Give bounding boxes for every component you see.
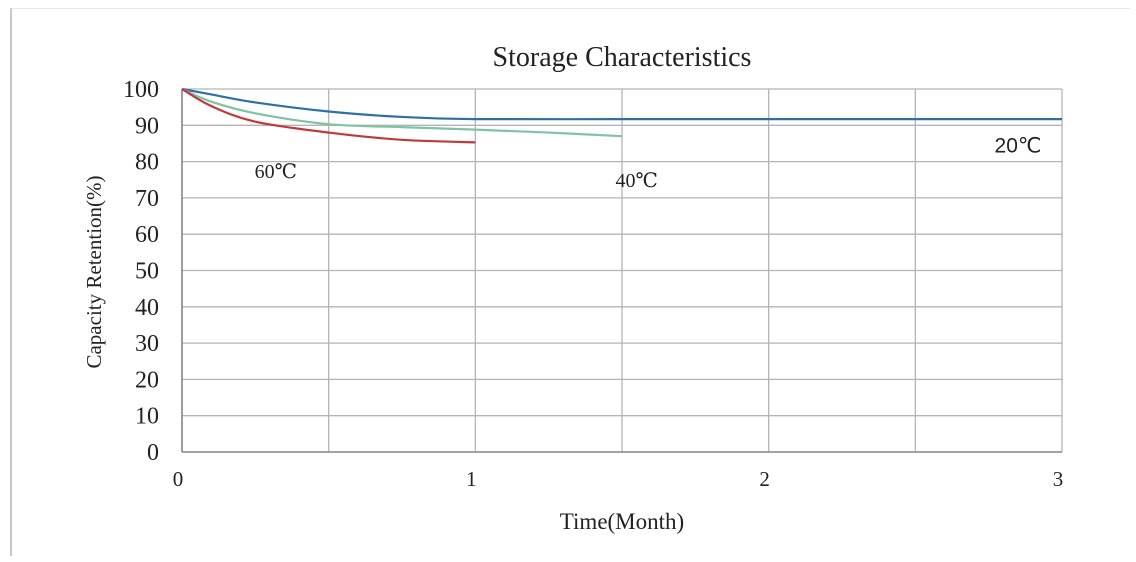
y-tick-label: 0 bbox=[147, 440, 159, 466]
y-tick-label: 50 bbox=[135, 259, 159, 285]
chart-title: Storage Characteristics bbox=[493, 42, 752, 73]
series-line-1 bbox=[182, 89, 622, 136]
y-tick-label: 90 bbox=[135, 113, 159, 139]
grid-lines bbox=[182, 89, 1062, 452]
x-tick-label: 2 bbox=[759, 467, 770, 491]
y-tick-label: 40 bbox=[135, 295, 159, 321]
y-tick-label: 80 bbox=[135, 150, 159, 176]
y-tick-label: 30 bbox=[135, 331, 159, 357]
y-tick-label: 60 bbox=[135, 222, 159, 248]
y-tick-label: 20 bbox=[135, 367, 159, 393]
y-tick-label: 100 bbox=[123, 77, 159, 103]
y-tick-label: 10 bbox=[135, 404, 159, 430]
annotations: 60℃ 40℃ 20℃ bbox=[255, 135, 1042, 192]
y-tick-label: 70 bbox=[135, 186, 159, 212]
x-tick-label: 0 bbox=[173, 467, 184, 491]
x-tick-label: 3 bbox=[1053, 467, 1064, 491]
series-annotation: 20℃ bbox=[995, 135, 1042, 158]
y-tick-labels: 0 10 20 30 40 50 60 70 80 90 100 bbox=[123, 77, 159, 466]
x-tick-label: 1 bbox=[466, 467, 477, 491]
series-annotation: 40℃ bbox=[615, 170, 657, 192]
x-tick-labels: 0 1 2 3 bbox=[173, 467, 1064, 491]
x-axis-label: Time(Month) bbox=[560, 509, 684, 534]
series-annotation: 60℃ bbox=[255, 161, 297, 183]
y-axis-label: Capacity Retention(%) bbox=[82, 175, 106, 368]
